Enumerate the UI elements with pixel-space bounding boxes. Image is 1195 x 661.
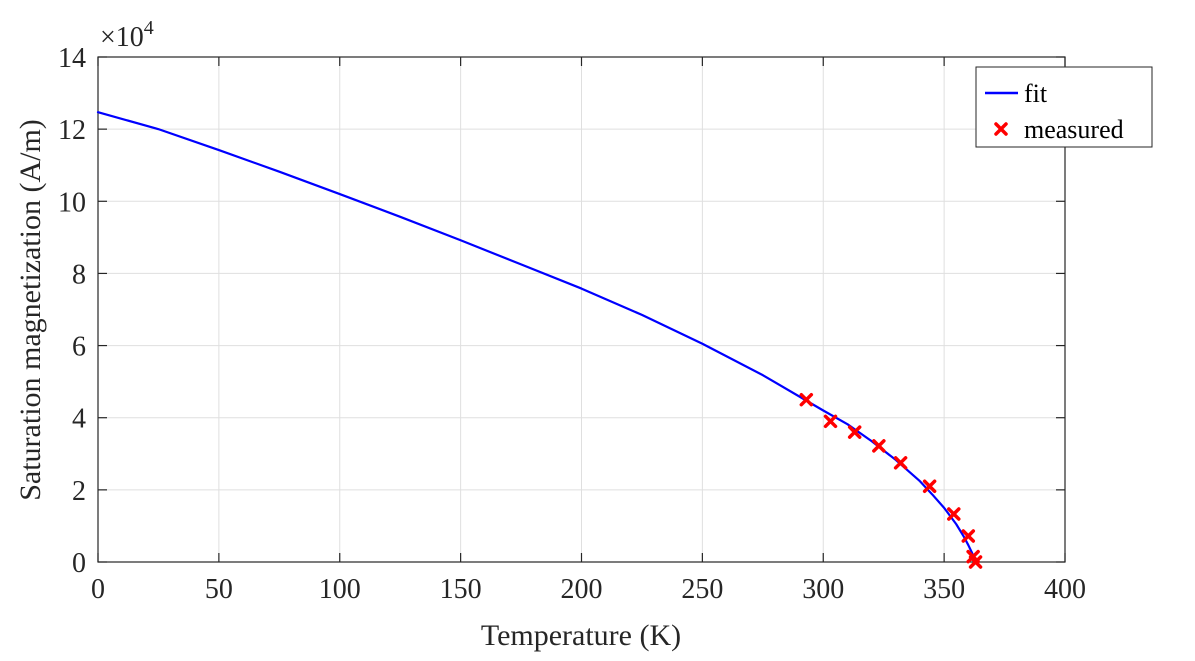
data-point-measured — [947, 507, 961, 521]
axis-ticks: 0 50 100 150 200 250 300 350 400 0 2 4 6 8 10 12 14 — [58, 43, 1086, 605]
data-point-measured — [872, 439, 886, 453]
data-point-measured — [823, 414, 838, 429]
y-axis-exponent: ×104 — [100, 17, 154, 53]
y-tick-label: 0 — [72, 548, 86, 579]
y-tick-label: 10 — [58, 187, 86, 218]
marker-stroke — [922, 479, 937, 493]
marker-stroke — [968, 555, 983, 569]
marker-stroke — [823, 414, 838, 429]
y-axis-exponent-base: ×10 — [100, 22, 144, 53]
legend: fit measured — [975, 66, 1153, 148]
grid — [98, 57, 1065, 562]
marker-stroke — [872, 439, 886, 453]
x-tick-label: 400 — [1044, 574, 1086, 605]
y-tick-label: 6 — [72, 332, 86, 363]
x-tick-label: 0 — [91, 574, 105, 605]
marker-stroke — [799, 392, 814, 407]
marker-stroke — [961, 529, 976, 543]
series-layer — [96, 111, 983, 569]
series-line-fit — [96, 111, 977, 564]
y-tick-label: 4 — [72, 404, 86, 435]
data-point-measured — [799, 392, 814, 407]
x-tick-label: 250 — [681, 574, 723, 605]
data-point-measured — [922, 479, 937, 493]
x-tick-label: 100 — [319, 574, 361, 605]
y-axis-title: Saturation magnetization (A/m) — [14, 119, 47, 501]
y-tick-label: 14 — [58, 43, 86, 74]
x-tick-label: 50 — [205, 574, 233, 605]
x-tick-label: 350 — [923, 574, 965, 605]
x-tick-label: 300 — [802, 574, 844, 605]
x-axis-title: Temperature (K) — [481, 619, 681, 652]
marker-stroke — [947, 507, 961, 521]
y-tick-label: 2 — [72, 476, 86, 507]
legend-swatch-measured — [994, 122, 1008, 136]
legend-label-measured: measured — [1024, 115, 1124, 144]
legend-label-fit: fit — [1024, 79, 1048, 108]
marker-stroke — [893, 456, 908, 470]
y-tick-label: 8 — [72, 259, 86, 290]
data-point-measured — [847, 425, 862, 439]
y-tick-label: 12 — [58, 115, 86, 146]
x-tick-label: 200 — [561, 574, 603, 605]
x-tick-label: 150 — [440, 574, 482, 605]
marker-stroke — [966, 549, 980, 564]
marker-stroke — [847, 425, 862, 439]
data-point-measured — [961, 529, 976, 543]
y-axis-exponent-power: 4 — [144, 17, 154, 39]
data-point-measured — [968, 555, 983, 569]
data-point-measured — [893, 456, 908, 470]
